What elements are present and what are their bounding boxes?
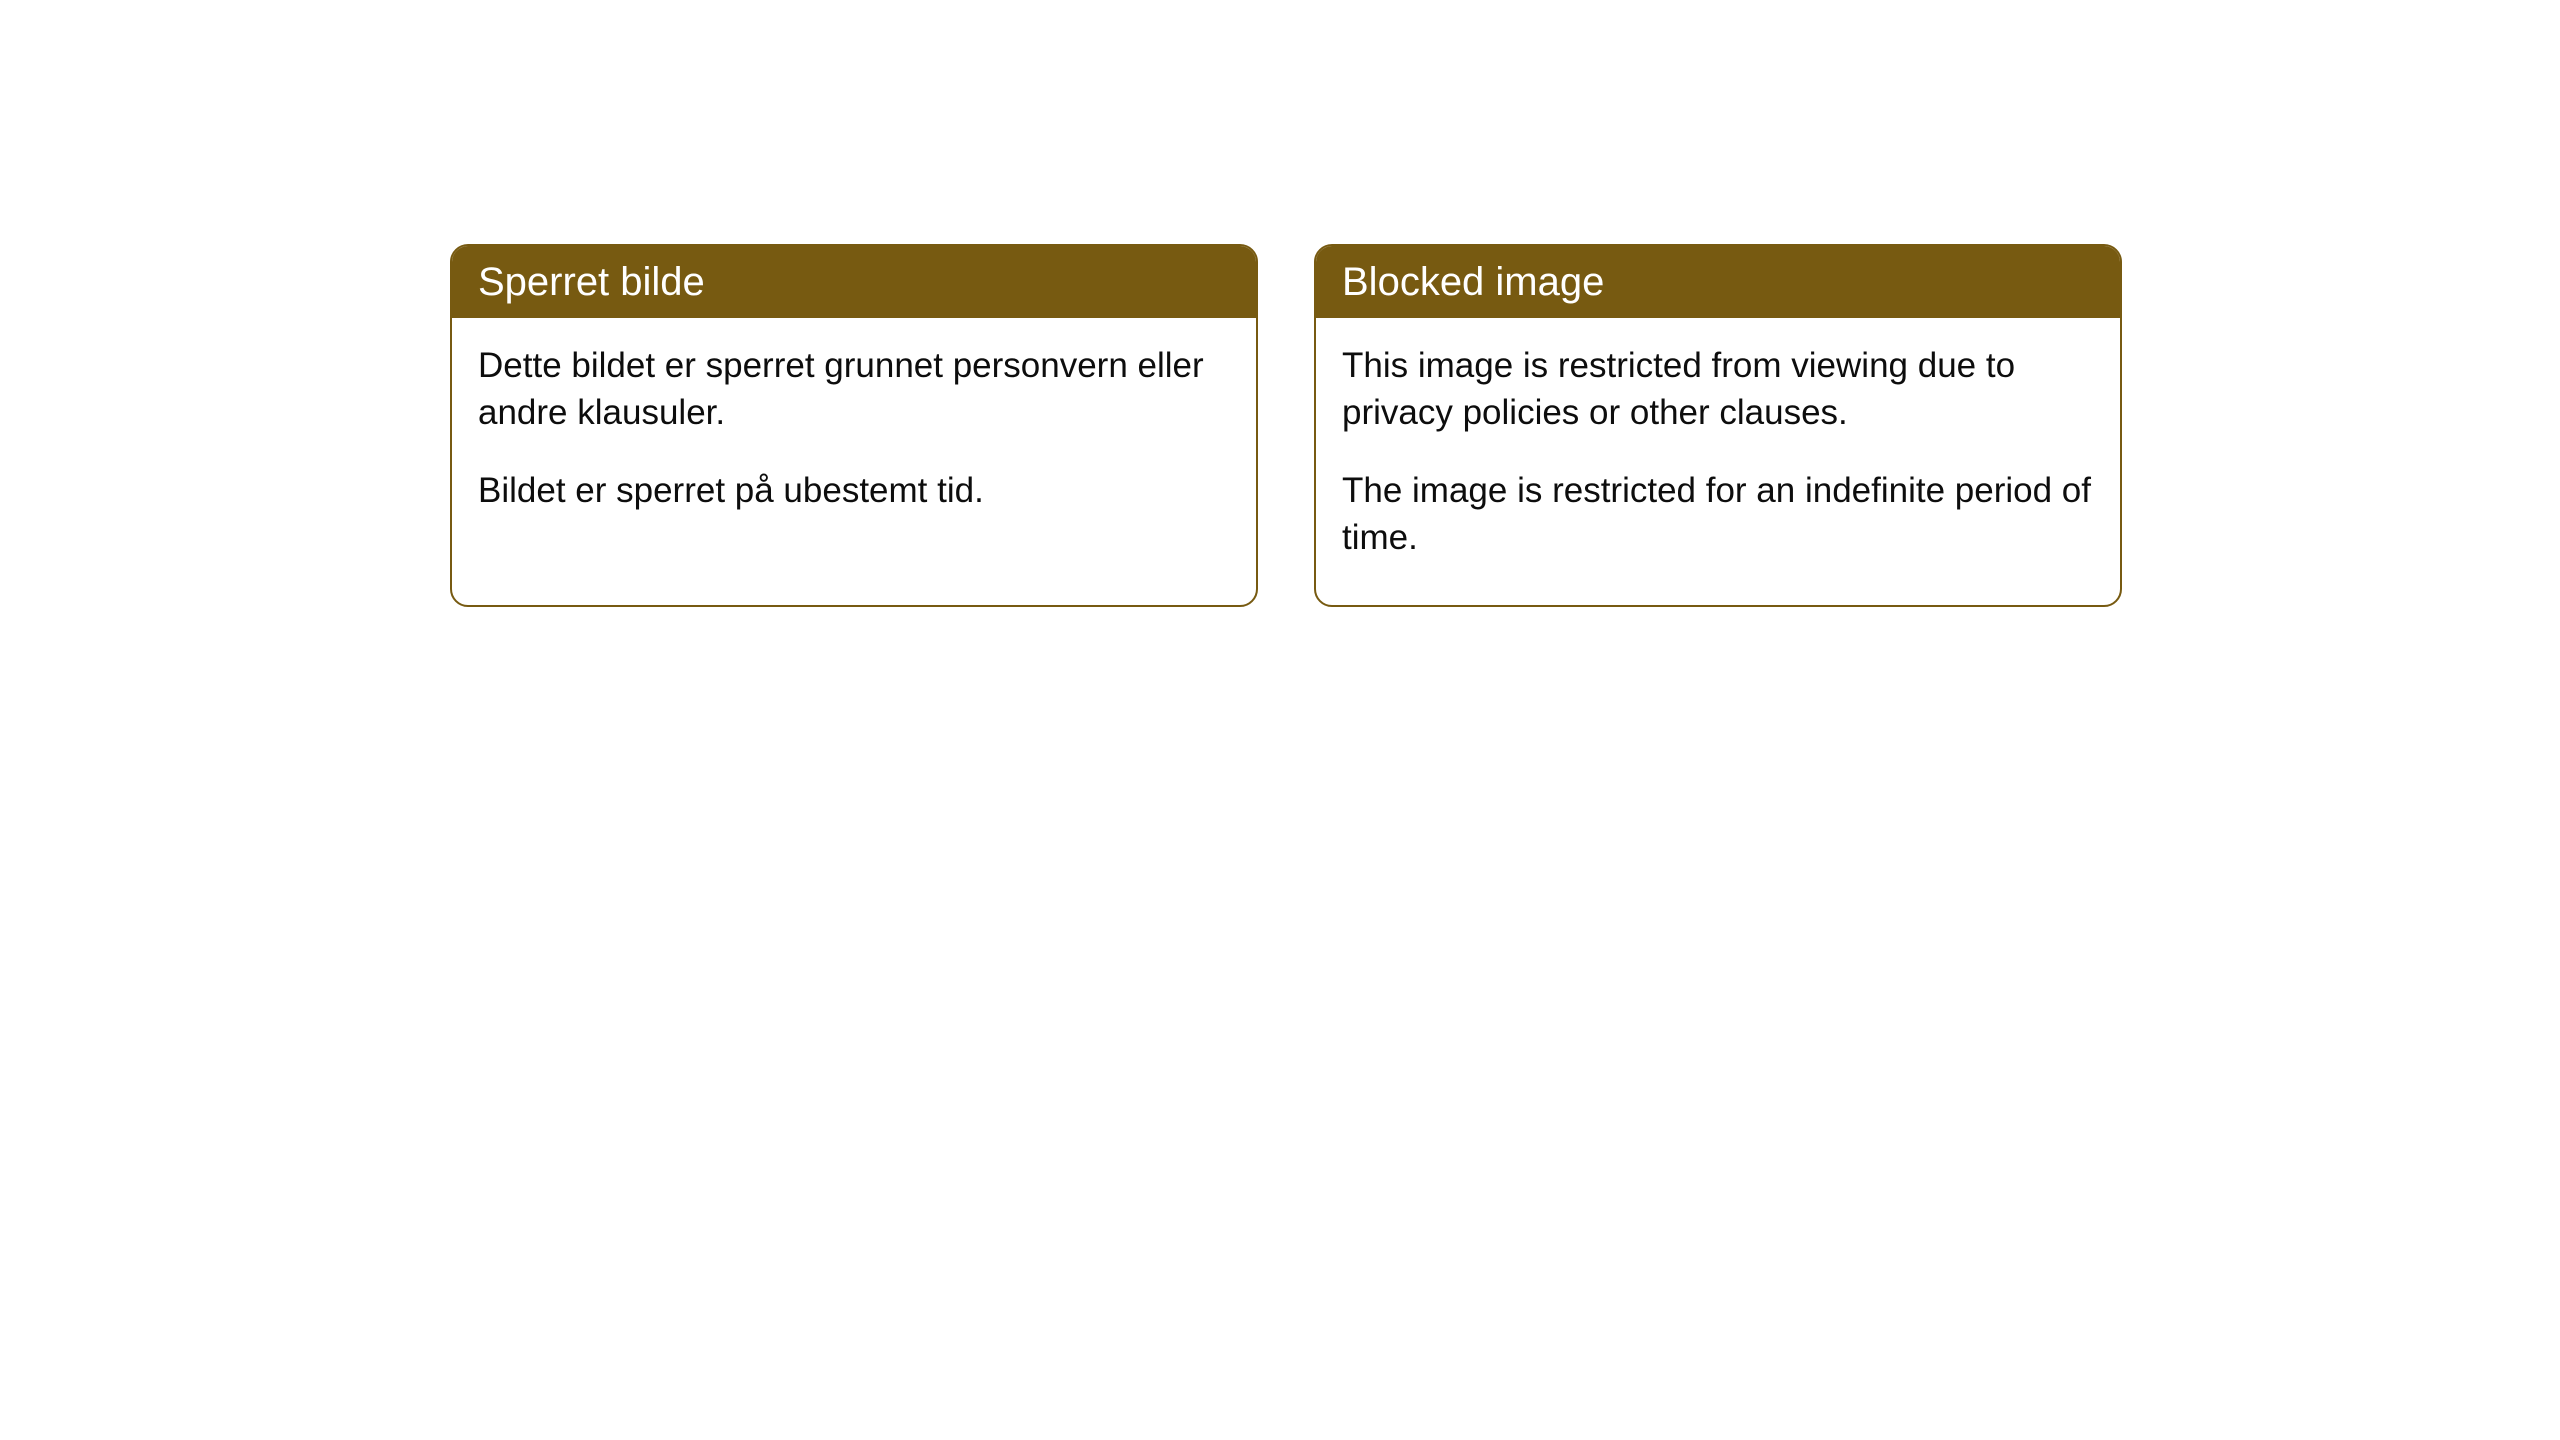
card-title: Blocked image: [1316, 246, 2120, 318]
card-title: Sperret bilde: [452, 246, 1256, 318]
card-paragraph: This image is restricted from viewing du…: [1342, 342, 2094, 437]
card-paragraph: Dette bildet er sperret grunnet personve…: [478, 342, 1230, 437]
card-paragraph: Bildet er sperret på ubestemt tid.: [478, 467, 1230, 514]
card-paragraph: The image is restricted for an indefinit…: [1342, 467, 2094, 562]
blocked-image-card-norwegian: Sperret bilde Dette bildet er sperret gr…: [450, 244, 1258, 607]
blocked-image-card-english: Blocked image This image is restricted f…: [1314, 244, 2122, 607]
card-body: This image is restricted from viewing du…: [1316, 318, 2120, 605]
notice-cards-container: Sperret bilde Dette bildet er sperret gr…: [0, 0, 2560, 607]
card-body: Dette bildet er sperret grunnet personve…: [452, 318, 1256, 558]
